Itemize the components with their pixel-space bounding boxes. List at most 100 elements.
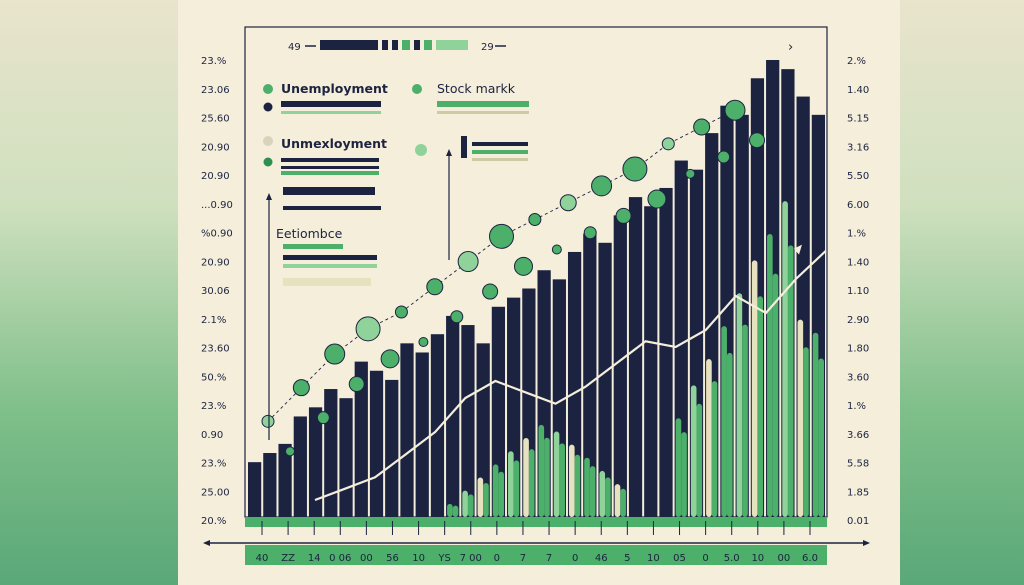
legend-item-eetiombce: Eetiombce	[276, 226, 343, 241]
green-bar	[818, 358, 824, 517]
green-bar	[620, 488, 626, 517]
bubble-point	[749, 132, 765, 149]
left-tick-label: %0.90	[201, 229, 233, 240]
bubble-point	[685, 168, 696, 179]
x-axis-band	[245, 517, 827, 527]
left-background-panel	[0, 0, 178, 585]
navy-bar	[415, 352, 429, 517]
bubble-point	[551, 244, 562, 255]
left-tick-label: ...0.90	[201, 200, 233, 211]
green-bar	[772, 273, 779, 517]
bubble-point	[261, 414, 275, 428]
bubble-point	[418, 337, 429, 348]
x-tick-band	[245, 545, 827, 565]
green-bar	[492, 464, 499, 517]
legend-swatch-1	[263, 84, 273, 94]
green-bar	[787, 245, 794, 517]
green-bar	[452, 505, 459, 517]
x-tick-label: 0	[572, 553, 578, 564]
navy-bar	[263, 453, 277, 517]
x-tick-label: 7	[520, 553, 526, 564]
right-tick-label: 1.%	[847, 401, 866, 412]
green-bar	[605, 477, 611, 517]
right-tick-label: 2.90	[847, 315, 869, 326]
x-tick-label: 10	[647, 553, 660, 564]
legend: Unemployment Stock markk Unmexloyment Ee…	[263, 81, 529, 440]
navy-bar	[293, 416, 307, 517]
right-tick-label: 1.40	[847, 85, 869, 96]
green-bar	[767, 234, 773, 517]
green-bar	[599, 470, 606, 517]
green-bar	[706, 359, 712, 517]
right-tick-label: 5.58	[847, 459, 869, 470]
bubble-point	[380, 349, 400, 369]
bubble-point	[583, 226, 597, 240]
bubble-point	[394, 305, 408, 319]
right-tick-label: 6.00	[847, 200, 869, 211]
bubble-point	[450, 310, 464, 324]
x-tick-label: 00	[778, 553, 791, 564]
x-tick-label: 6.0	[802, 553, 818, 564]
right-tick-label: 2.%	[847, 56, 866, 67]
navy-bar	[430, 334, 445, 517]
green-bar	[736, 293, 743, 517]
bubble-point	[426, 278, 444, 296]
bubble-point	[559, 194, 577, 212]
left-tick-label: 23.%	[201, 56, 226, 67]
top-right-value: 29	[481, 42, 494, 53]
bubble-point	[661, 137, 675, 151]
bubble-point	[528, 213, 542, 227]
navy-bar	[583, 233, 597, 517]
x-tick-label: 56	[386, 553, 399, 564]
x-tick-label: 7	[546, 553, 552, 564]
bubble-layer	[261, 99, 765, 457]
x-tick-label: YS	[437, 553, 450, 564]
green-bar	[797, 319, 804, 517]
bubble-point	[615, 207, 632, 224]
left-tick-label: 30.06	[201, 286, 230, 297]
trend-line-layer	[314, 244, 827, 502]
navy-bar	[613, 215, 627, 517]
x-tick-label: 5.0	[724, 553, 740, 564]
x-tick-label: 40	[256, 553, 269, 564]
navy-bar	[339, 398, 353, 517]
navy-bar	[385, 379, 399, 517]
left-tick-label: 20.90	[201, 171, 230, 182]
right-tick-label: 0.01	[847, 516, 869, 527]
left-tick-label: 23.%	[201, 401, 226, 412]
right-tick-label: 5.15	[847, 114, 869, 125]
x-axis-right-arrow	[863, 540, 870, 546]
green-bar	[726, 352, 733, 517]
navy-bar	[461, 325, 475, 517]
left-tick-label: 50.%	[201, 372, 226, 383]
green-bar	[553, 431, 560, 517]
bubble-point	[514, 256, 533, 276]
bubble-point	[316, 411, 330, 425]
green-bar	[690, 385, 697, 517]
green-bar	[559, 443, 565, 517]
legend-item-unmexloyment: Unmexloyment	[281, 136, 387, 151]
green-bar	[696, 403, 703, 517]
navy-bar	[354, 361, 368, 517]
green-bar	[742, 324, 748, 517]
bubble-point	[285, 446, 295, 457]
bubble-point	[489, 223, 514, 249]
navy-bar	[598, 242, 612, 518]
bubble-point	[292, 379, 310, 397]
green-bar	[584, 457, 590, 517]
green-bar	[751, 260, 758, 517]
left-tick-label: 2.1%	[201, 315, 226, 326]
bubble-guide-line	[267, 109, 736, 422]
left-tick-label: 20.90	[201, 142, 230, 153]
chevron-right-icon[interactable]: ›	[788, 40, 793, 55]
green-bar	[574, 454, 581, 517]
green-bar	[538, 424, 545, 517]
x-tick-label: ZZ	[281, 553, 295, 564]
left-tick-label: 23.06	[201, 85, 230, 96]
right-tick-label: 3.66	[847, 430, 869, 441]
legend-swatch-2	[412, 84, 422, 94]
green-bar	[614, 484, 621, 517]
green-bar	[523, 438, 529, 517]
legend-swatch-3	[263, 136, 273, 146]
left-tick-label: 25.00	[201, 487, 230, 498]
